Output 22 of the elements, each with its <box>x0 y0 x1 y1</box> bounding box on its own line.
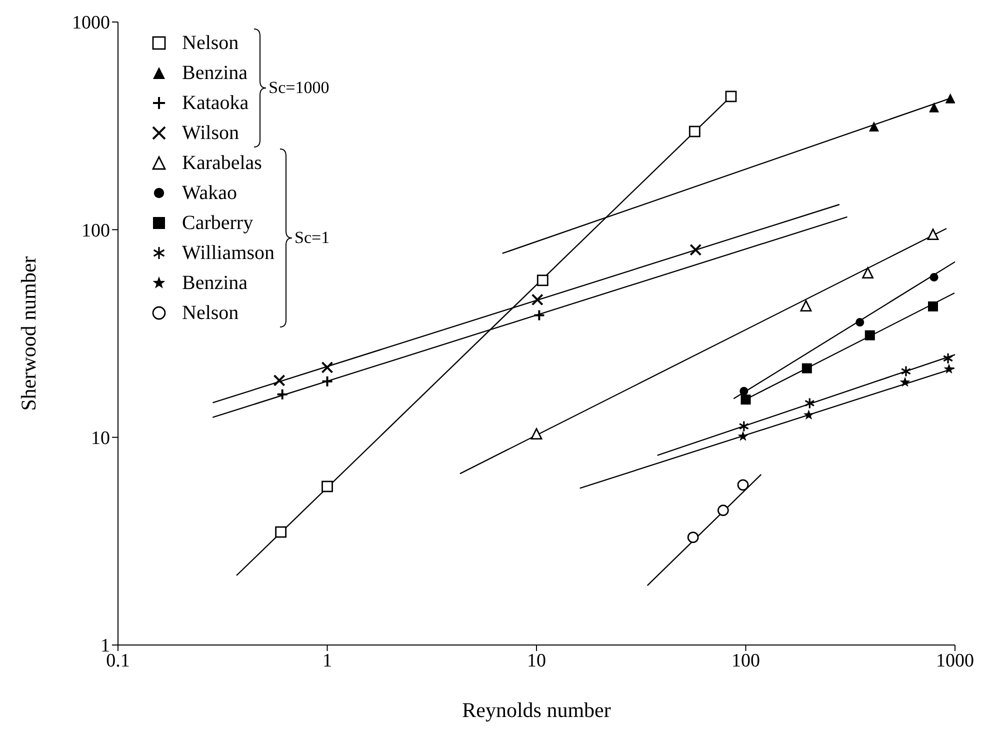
x-tick-label: 100 <box>732 650 760 672</box>
legend-label: Wilson <box>182 122 239 144</box>
y-tick-label: 10 <box>91 428 110 450</box>
legend-label: Karabelas <box>182 152 262 174</box>
x-axis-title: Reynolds number <box>462 698 611 722</box>
annotation: Sc=1000 <box>268 78 330 98</box>
x-tick-label: 10 <box>527 650 546 672</box>
legend-label: Wakao <box>182 182 238 204</box>
legend-label: Kataoka <box>182 92 249 114</box>
legend-label: Nelson <box>182 32 239 54</box>
x-tick-label: 0.1 <box>106 650 130 672</box>
x-tick-label: 1 <box>322 650 332 672</box>
annotation: Sc=1 <box>294 228 330 248</box>
legend-label: Williamson <box>182 242 275 264</box>
legend-label: Benzina <box>182 272 248 294</box>
legend-label: Carberry <box>182 212 254 234</box>
x-tick-label: 1000 <box>936 650 974 672</box>
y-axis-title: Sherwood number <box>16 256 40 411</box>
legend-label: Nelson <box>182 302 239 324</box>
y-tick-label: 100 <box>82 220 110 242</box>
legend-label: Benzina <box>182 62 248 84</box>
y-tick-label: 1000 <box>72 12 110 34</box>
